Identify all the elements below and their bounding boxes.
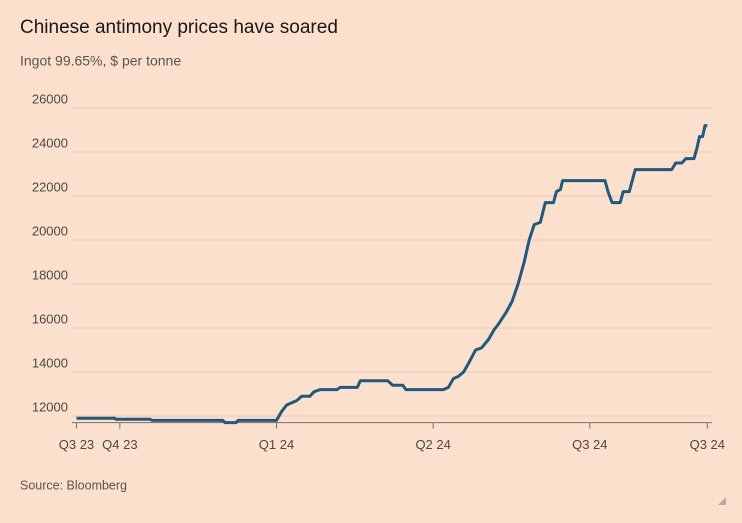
price-line [76, 124, 708, 425]
y-tick-label: 20000 [32, 223, 68, 238]
chart-subtitle: Ingot 99.65%, $ per tonne [20, 53, 181, 69]
y-tick-label: 12000 [32, 399, 68, 414]
resize-corner [718, 497, 726, 505]
x-tick-label: Q3 23 [59, 437, 94, 452]
y-tick-label: 14000 [32, 355, 68, 370]
y-tick-label: 16000 [32, 311, 68, 326]
x-tick-label: Q3 24 [572, 437, 607, 452]
x-tick-label: Q3 24 [690, 437, 725, 452]
y-tick-label: 22000 [32, 179, 68, 194]
x-tick-label: Q1 24 [259, 437, 294, 452]
x-tick-label: Q4 23 [102, 437, 137, 452]
y-tick-label: 26000 [32, 91, 68, 106]
y-tick-label: 18000 [32, 267, 68, 282]
y-tick-label: 24000 [32, 135, 68, 150]
chart-title: Chinese antimony prices have soared [20, 17, 338, 38]
source-note: Source: Bloomberg [20, 478, 127, 492]
x-tick-label: Q2 24 [415, 437, 450, 452]
